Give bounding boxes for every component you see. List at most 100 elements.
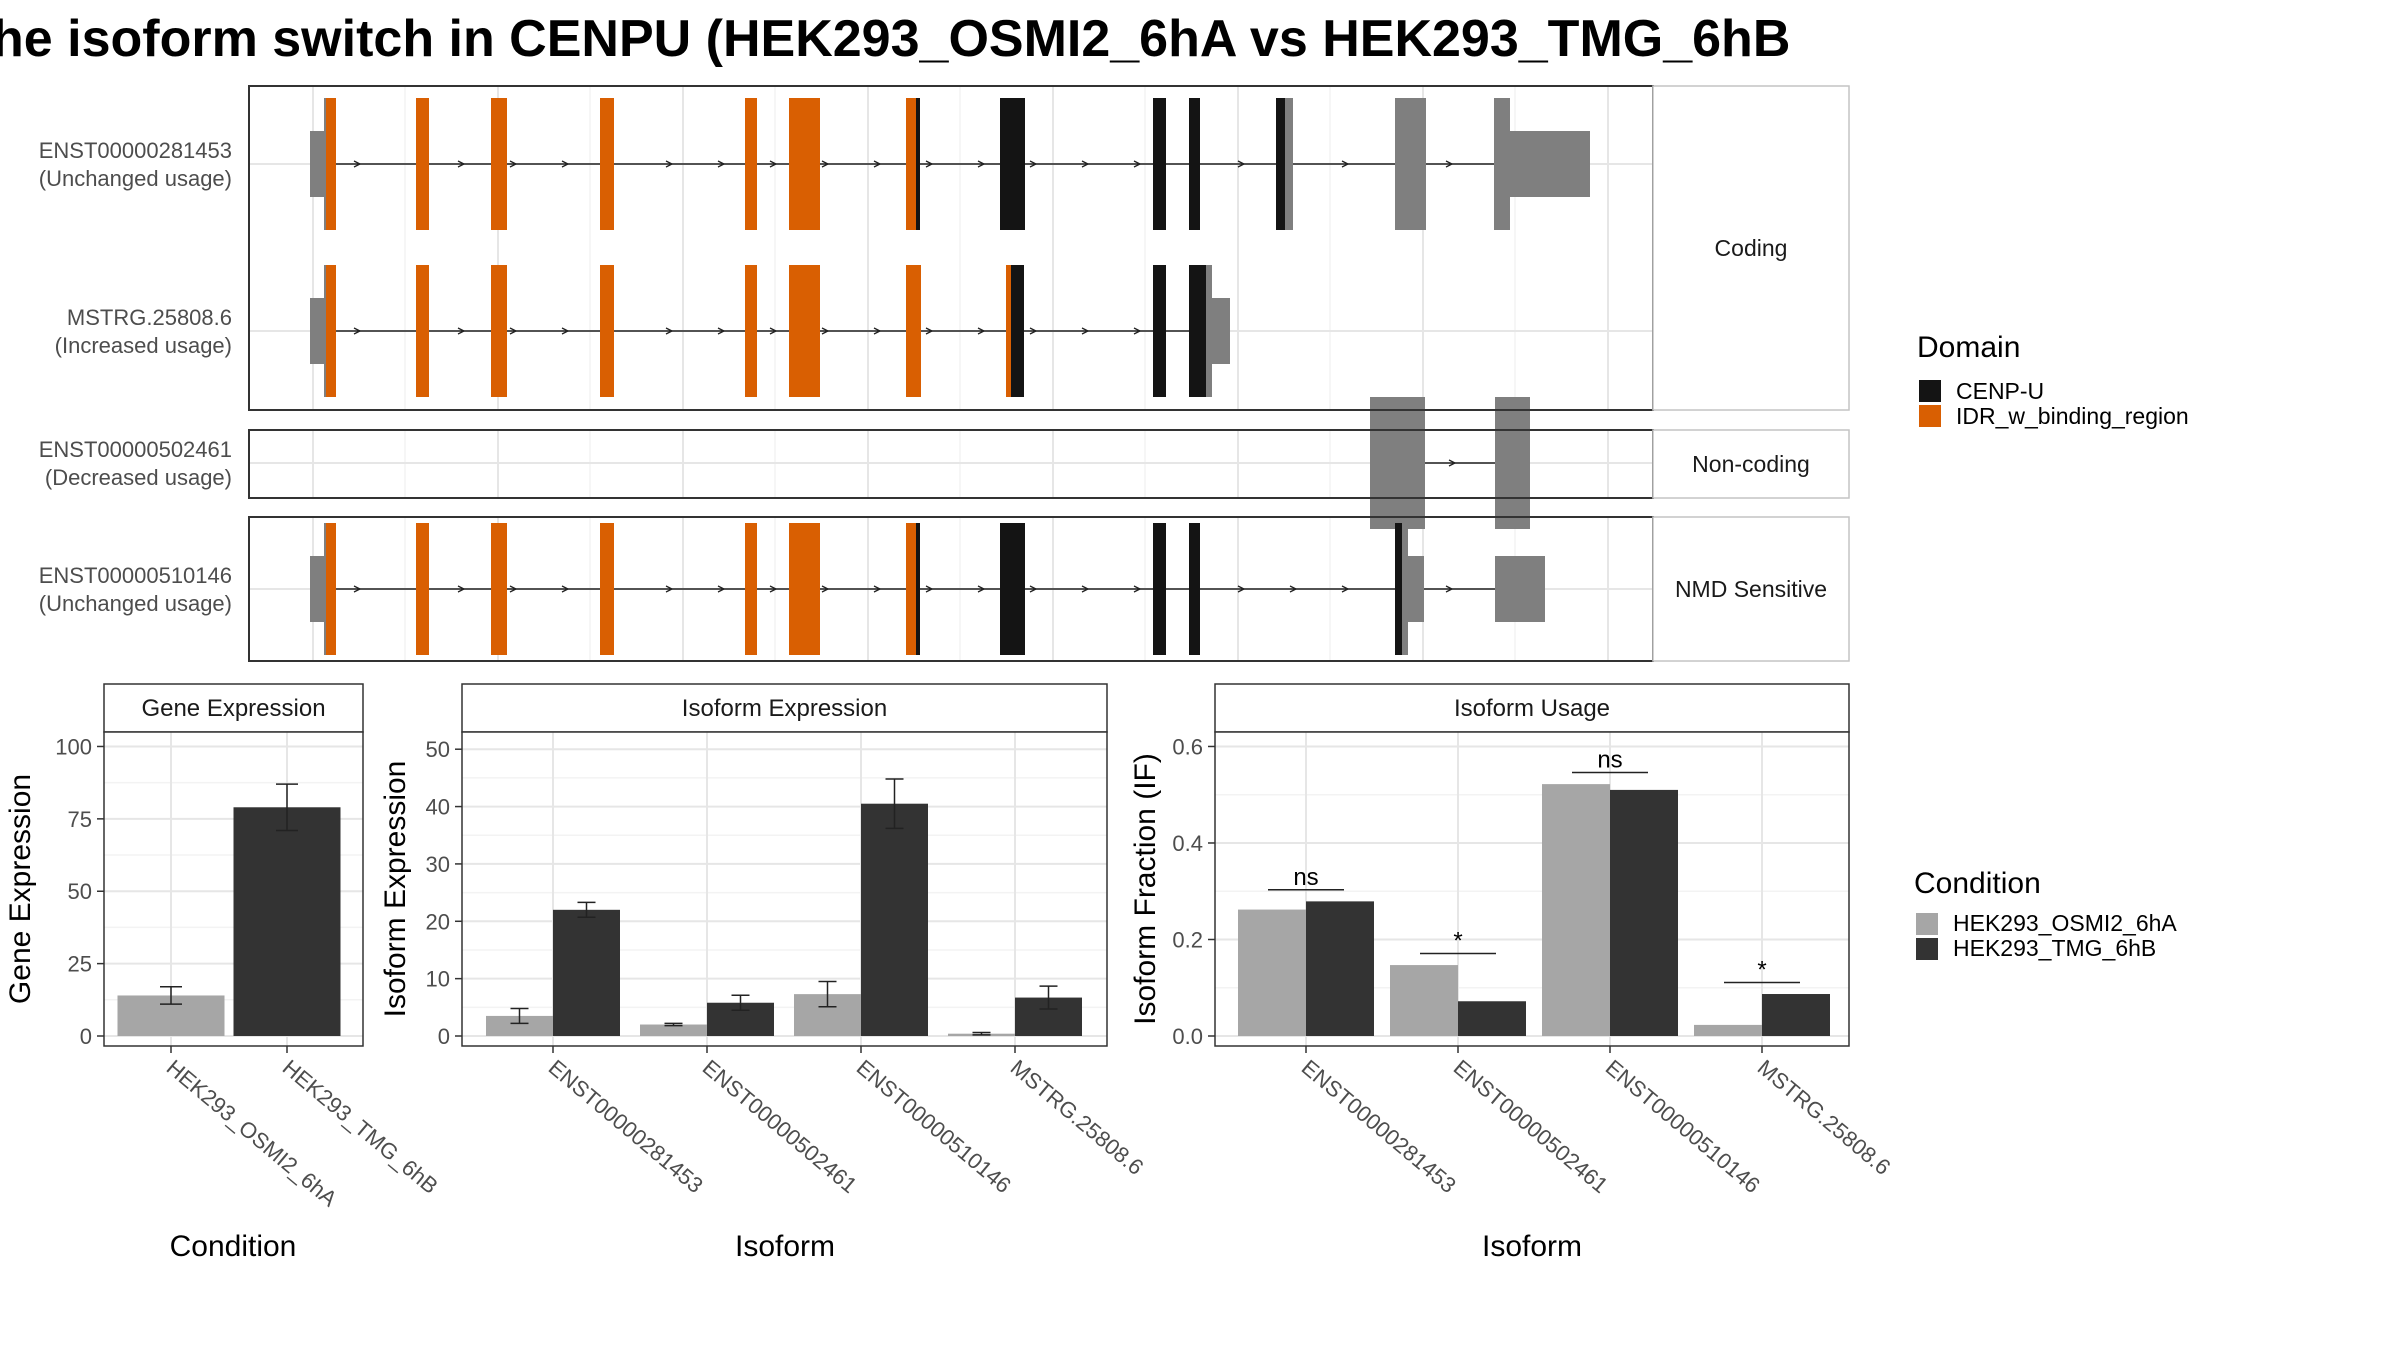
idr-domain-exon (906, 523, 918, 655)
y-tick-label: 0 (80, 1024, 92, 1049)
bar-HEK293_TMG_6hB (233, 807, 341, 1036)
exon (1285, 98, 1293, 230)
transcript-usage-label: (Unchanged usage) (39, 591, 232, 616)
direction-arrow (717, 160, 726, 168)
y-tick-label: 100 (55, 734, 92, 759)
legend-domain-label: CENP-U (1956, 378, 2044, 404)
significance-label: ns (1597, 747, 1622, 774)
direction-arrow (821, 160, 830, 168)
chart-panel-title: Isoform Expression (682, 695, 887, 722)
idr-domain-exon (600, 98, 614, 230)
transcript-label: MSTRG.25808.6 (67, 305, 232, 330)
bar-HEK293_OSMI2_6hA-ENST00000502461 (1390, 965, 1458, 1036)
x-axis-title: Isoform (735, 1230, 835, 1263)
idr-domain-exon (745, 98, 757, 230)
chart-panel-border (461, 731, 1108, 1047)
direction-arrow (873, 585, 882, 593)
facet-strip (1652, 516, 1850, 662)
legend-condition-label: HEK293_OSMI2_6hA (1953, 910, 2177, 936)
utr-exon (310, 298, 324, 364)
legend-condition-title: Condition (1914, 867, 2041, 900)
facet-strip-label: NMD Sensitive (1675, 576, 1827, 602)
y-axis-title: Isoform Expression (379, 761, 412, 1018)
transcript-label: ENST00000281453 (39, 138, 232, 163)
significance-label: * (1453, 927, 1462, 954)
exon (1395, 98, 1426, 230)
direction-arrow (353, 160, 362, 168)
y-tick-label: 50 (426, 737, 450, 762)
legend-domain-title: Domain (1917, 331, 2020, 364)
x-tick-label: ENST00000502461 (698, 1055, 862, 1198)
cenpu-domain-exon (916, 523, 920, 655)
y-tick-label: 0 (438, 1024, 450, 1049)
exon (1495, 397, 1530, 529)
y-axis-title: Gene Expression (4, 774, 37, 1004)
idr-domain-exon (789, 98, 820, 230)
bar-HEK293_TMG_6hB-ENST00000510146 (861, 803, 928, 1036)
idr-domain-exon (491, 98, 507, 230)
legend-domain-label: IDR_w_binding_region (1956, 403, 2189, 429)
x-tick-label: ENST00000281453 (1297, 1055, 1461, 1198)
cenpu-domain-exon (1153, 265, 1166, 397)
utr-exon (310, 556, 324, 622)
x-axis-title: Condition (170, 1230, 297, 1263)
idr-domain-exon (491, 265, 507, 397)
exon (1206, 265, 1212, 397)
idr-domain-exon (600, 265, 614, 397)
y-tick-label: 0.4 (1172, 831, 1203, 856)
direction-arrow (509, 160, 518, 168)
idr-domain-exon (789, 265, 820, 397)
direction-arrow (977, 327, 986, 335)
direction-arrow (561, 585, 570, 593)
direction-arrow (821, 585, 830, 593)
y-tick-label: 25 (68, 952, 92, 977)
direction-arrow (925, 585, 934, 593)
transcript-usage-label: (Increased usage) (55, 333, 232, 358)
cenpu-domain-exon (1000, 523, 1025, 655)
direction-arrow (769, 585, 778, 593)
cenpu-domain-exon (1276, 98, 1285, 230)
exon (1402, 523, 1408, 655)
chart-panel-strip (1214, 683, 1850, 733)
direction-arrow (665, 327, 674, 335)
legend-condition-swatch (1916, 913, 1938, 935)
direction-arrow (769, 160, 778, 168)
direction-arrow (717, 327, 726, 335)
direction-arrow (1029, 160, 1038, 168)
direction-arrow (1081, 585, 1090, 593)
y-axis-title: Isoform Fraction (IF) (1129, 753, 1162, 1025)
direction-arrow (1448, 459, 1457, 467)
direction-arrow (769, 327, 778, 335)
y-tick-label: 0.2 (1172, 927, 1203, 952)
direction-arrow (561, 160, 570, 168)
utr-exon (1408, 556, 1424, 622)
utr-exon (1495, 556, 1545, 622)
direction-arrow (509, 327, 518, 335)
cenpu-domain-exon (1189, 523, 1200, 655)
direction-arrow (1029, 585, 1038, 593)
x-tick-label: ENST00000510146 (852, 1055, 1016, 1198)
y-tick-label: 20 (426, 909, 450, 934)
y-tick-label: 10 (426, 967, 450, 992)
legend-condition-label: HEK293_TMG_6hB (1953, 935, 2156, 961)
direction-arrow (1029, 327, 1038, 335)
facet-strip-label: Coding (1715, 235, 1788, 261)
idr-domain-exon (745, 265, 757, 397)
utr-exon (310, 131, 324, 197)
bar-HEK293_TMG_6hB-MSTRG.25808.6 (1762, 994, 1830, 1036)
x-tick-label: MSTRG.25808.6 (1006, 1055, 1149, 1180)
direction-arrow (457, 585, 466, 593)
direction-arrow (1445, 585, 1454, 593)
exon (1370, 397, 1425, 529)
idr-domain-exon (326, 523, 336, 655)
bar-HEK293_OSMI2_6hA-ENST00000281453 (1238, 909, 1306, 1036)
legend-domain-swatch (1919, 405, 1941, 427)
direction-arrow (1237, 585, 1246, 593)
plot-title: he isoform switch in CENPU (HEK293_OSMI2… (0, 10, 1790, 68)
legend-condition-swatch (1916, 938, 1938, 960)
y-tick-label: 50 (68, 879, 92, 904)
bar-HEK293_OSMI2_6hA-ENST00000510146 (1542, 784, 1610, 1036)
bar-HEK293_OSMI2_6hA-MSTRG.25808.6 (1694, 1024, 1762, 1036)
